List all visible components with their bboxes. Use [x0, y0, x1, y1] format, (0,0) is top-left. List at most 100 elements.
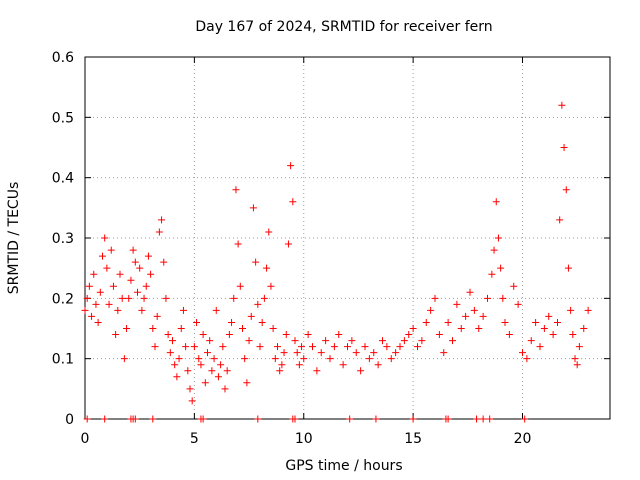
data-point [405, 331, 413, 339]
data-point [287, 162, 295, 170]
data-point [127, 276, 135, 284]
x-tick-label: 5 [190, 431, 199, 447]
data-point [149, 325, 157, 332]
data-point [142, 282, 150, 290]
data-point [409, 325, 417, 332]
data-point [164, 331, 172, 339]
zero-marker [149, 415, 157, 423]
data-point [298, 343, 306, 351]
data-point [125, 294, 133, 302]
data-point [155, 228, 163, 236]
data-point [169, 337, 176, 345]
data-point [449, 337, 456, 345]
zero-marker [372, 415, 380, 423]
data-point [105, 300, 113, 308]
zero-marker [346, 415, 354, 423]
data-point [225, 331, 233, 339]
data-point [335, 331, 343, 339]
data-point [256, 343, 264, 351]
chart-title: Day 167 of 2024, SRMTID for receiver fer… [195, 19, 492, 35]
data-point [313, 367, 321, 375]
y-tick-label: 0 [65, 412, 74, 428]
data-point [107, 246, 115, 254]
y-tick-label: 0.6 [52, 50, 74, 66]
data-point [204, 349, 211, 357]
data-point [488, 270, 496, 278]
data-point [212, 306, 220, 314]
data-point [365, 355, 373, 363]
zero-marker [521, 415, 529, 423]
data-point [114, 306, 122, 314]
data-point [379, 337, 386, 345]
data-point [564, 264, 572, 272]
data-point [361, 343, 369, 351]
data-point [236, 282, 244, 290]
data-point [527, 337, 535, 345]
data-point [414, 343, 421, 351]
data-point [569, 331, 577, 339]
data-point [173, 373, 181, 381]
data-point [210, 355, 218, 363]
y-tick-label: 0.2 [52, 291, 74, 307]
data-point [400, 337, 408, 345]
data-point [241, 355, 249, 363]
data-point [151, 343, 159, 351]
data-point [387, 355, 395, 363]
data-point [295, 361, 303, 369]
data-point [109, 282, 117, 290]
data-point [317, 349, 325, 357]
data-point [484, 294, 491, 302]
data-point [184, 367, 192, 375]
data-point [383, 343, 391, 351]
data-point [418, 337, 426, 345]
zero-marker [473, 415, 481, 423]
y-axis-label: SRMTID / TECUs [6, 182, 22, 295]
y-tick-label: 0.4 [52, 171, 74, 187]
data-point [280, 349, 288, 357]
data-point [457, 325, 465, 332]
data-point [83, 294, 91, 302]
data-point [309, 343, 316, 351]
data-point [123, 325, 131, 332]
data-point [232, 186, 240, 194]
data-point [536, 343, 544, 351]
data-point [267, 282, 275, 290]
data-point [462, 312, 470, 320]
y-tick-label: 0.5 [52, 110, 74, 126]
zero-marker [479, 415, 487, 423]
zero-marker [291, 415, 299, 423]
data-point [228, 318, 236, 326]
data-point [129, 246, 137, 254]
data-point [206, 337, 214, 345]
data-point [326, 355, 334, 363]
data-point [208, 367, 216, 375]
data-point [214, 373, 222, 381]
data-point [554, 318, 561, 326]
data-point [166, 349, 174, 357]
data-point [584, 306, 592, 314]
axis-ticks: 0 0.1 0.2 0.3 0.4 0.5 0.6 0 5 10 15 20 [52, 50, 610, 447]
data-point [199, 331, 207, 339]
data-point [245, 337, 253, 345]
data-point [177, 325, 185, 332]
data-point [263, 264, 271, 272]
data-point [271, 355, 279, 363]
data-point [162, 294, 170, 302]
data-point [247, 312, 255, 320]
zero-marker [409, 415, 417, 423]
grid [85, 57, 610, 419]
data-point [392, 349, 400, 357]
data-point [131, 258, 139, 266]
data-point [243, 379, 251, 387]
data-point [219, 343, 227, 351]
data-point [282, 331, 290, 339]
data-point [490, 246, 498, 254]
zero-marker [254, 415, 262, 423]
data-point [101, 234, 109, 242]
data-point [116, 270, 124, 278]
data-point [217, 361, 225, 369]
data-point [94, 318, 102, 326]
data-point [223, 367, 231, 375]
data-point [103, 264, 111, 272]
data-point [188, 397, 196, 405]
